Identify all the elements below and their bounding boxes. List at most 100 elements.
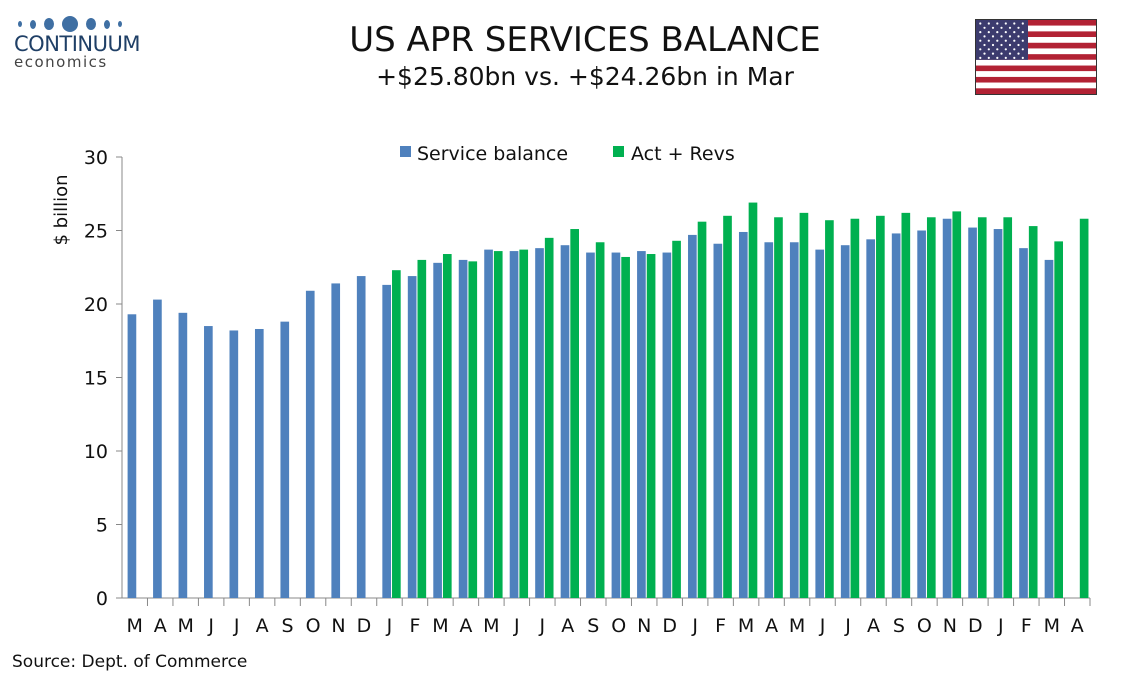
y-tick-label: 30 [84,147,108,169]
logo-name: CONTINUUM [14,32,141,56]
bar-service-balance [153,299,162,598]
x-tick-label: A [459,615,472,637]
bar-act-revs [850,218,860,599]
bar-service-balance [917,230,926,598]
x-tick-label: M [483,615,499,637]
bar-act-revs [493,251,503,598]
bar-act-revs [952,211,962,598]
bar-act-revs [417,259,427,598]
bar-act-revs [825,220,834,598]
bar-service-balance [586,252,595,599]
x-tick-label: A [154,615,167,637]
bar-act-revs [621,256,630,598]
x-tick-label: J [386,615,393,637]
x-tick-label: N [943,615,957,637]
bar-act-revs [1079,218,1089,599]
y-tick-label: 25 [84,221,108,243]
y-tick-label: 15 [84,368,108,390]
legend-swatch-act-revs [613,146,624,157]
x-tick-label: F [409,615,420,637]
bar-service-balance [637,251,646,598]
bar-service-balance [942,218,952,599]
x-tick-label: D [968,615,983,637]
x-tick-label: J [819,615,826,637]
bar-service-balance [662,252,672,599]
x-tick-label: M [789,615,805,637]
bar-act-revs [595,242,605,598]
bar-act-revs [544,237,554,598]
x-tick-label: J [513,615,520,637]
bar-service-balance [433,262,442,598]
bar-service-balance [1019,248,1028,598]
x-tick-label: J [997,615,1004,637]
bar-act-revs [392,270,401,598]
x-tick-label: N [331,615,345,637]
bar-act-revs [977,217,987,598]
x-tick-label: A [765,615,778,637]
bar-act-revs [672,240,681,599]
bar-service-balance [331,283,341,598]
bar-service-balance [204,326,213,598]
x-tick-label: O [611,615,626,637]
bar-act-revs [570,229,579,598]
bar-service-balance [305,290,315,598]
bar-service-balance [738,231,748,598]
x-tick-label: N [637,615,651,637]
bar-service-balance [178,312,188,598]
y-axis-label: $ billion [51,174,72,245]
legend-swatch-service-balance [400,146,411,157]
bar-service-balance [229,330,239,598]
x-tick-label: A [867,615,880,637]
bar-act-revs [1003,217,1013,598]
x-tick-label: F [1021,615,1032,637]
bar-service-balance [891,233,901,598]
bar-service-balance [535,248,544,598]
chart-subtitle: +$25.80bn vs. +$24.26bn in Mar [376,62,794,91]
x-tick-label: A [561,615,574,637]
bar-service-balance [484,249,493,599]
bar-service-balance [407,276,417,598]
x-tick-label: J [233,615,240,637]
y-tick-label: 10 [84,441,108,463]
bar-service-balance [866,239,876,598]
bar-service-balance [254,328,264,598]
x-tick-label: J [691,615,698,637]
bar-service-balance [127,314,137,598]
bar-service-balance [789,242,799,598]
bar-service-balance [815,249,825,599]
bar-service-balance [356,276,366,598]
bar-service-balance [1044,259,1054,598]
bar-act-revs [926,217,936,598]
bar-service-balance [840,245,850,598]
bar-act-revs [723,215,732,599]
bar-service-balance [611,252,621,599]
bar-act-revs [442,254,452,598]
bar-service-balance [688,234,697,598]
x-tick-label: S [893,615,905,637]
x-tick-label: D [662,615,677,637]
logo-sub: economics [14,53,108,71]
legend: Service balance Act + Revs [400,143,735,165]
bar-act-revs [1054,241,1063,599]
bar-service-balance [993,229,1003,598]
x-tick-label: D [357,615,372,637]
continuum-logo: CONTINUUM economics [14,14,141,71]
x-tick-label: J [844,615,851,637]
bar-service-balance [560,245,570,598]
x-tick-label: O [917,615,932,637]
x-tick-label: M [127,615,143,637]
bar-act-revs [519,249,529,599]
bar-act-revs [774,217,783,598]
x-tick-label: S [282,615,294,637]
x-tick-label: S [587,615,599,637]
bar-act-revs [1028,226,1038,598]
bar-service-balance [458,259,468,598]
x-tick-label: M [432,615,448,637]
bar-service-balance [280,321,290,598]
x-tick-label: A [256,615,269,637]
bar-act-revs [697,221,707,598]
x-tick-label: J [539,615,546,637]
us-flag-icon [975,19,1097,95]
y-tick-label: 20 [84,294,108,316]
